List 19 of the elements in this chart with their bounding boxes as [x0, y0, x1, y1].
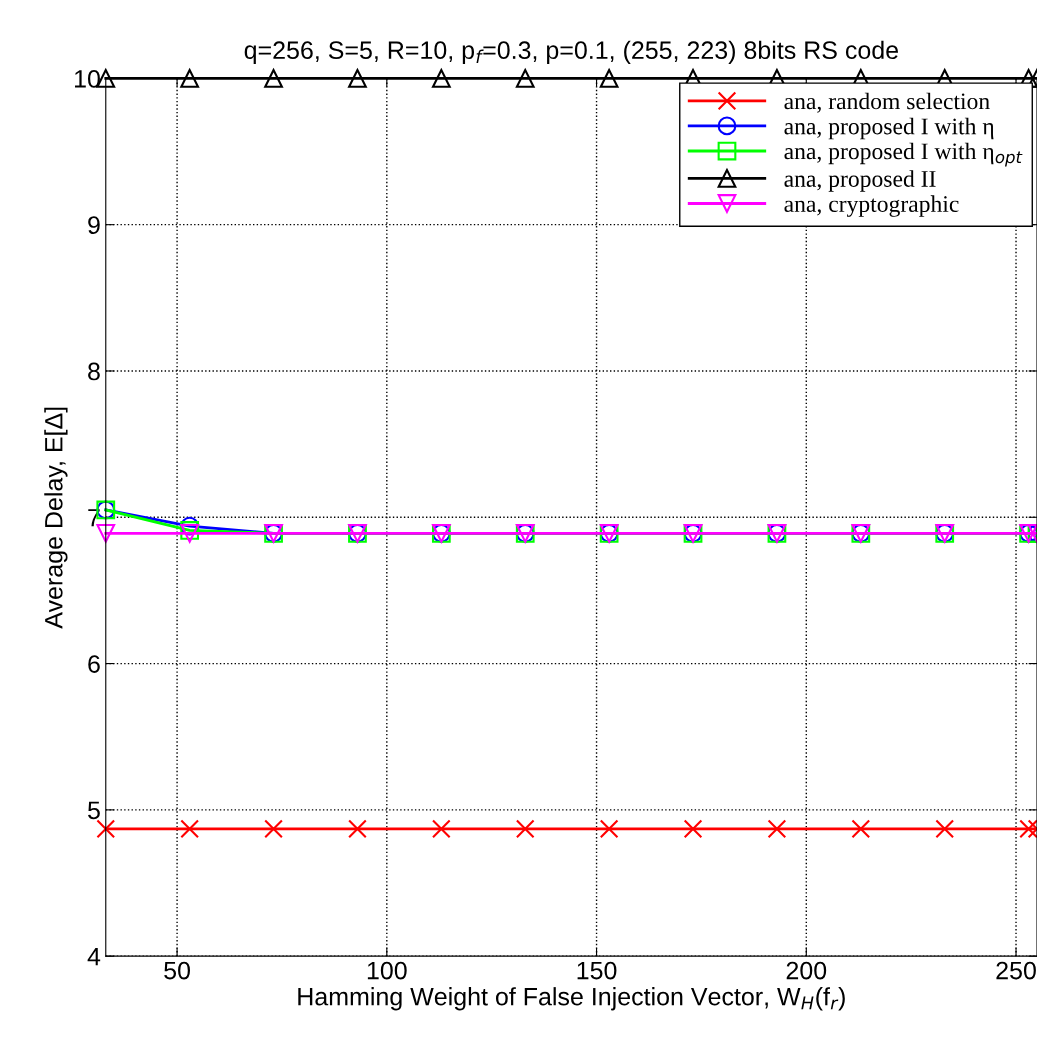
y-tick-label: 4 [87, 948, 101, 966]
y-tick-label: 10 [75, 69, 100, 88]
legend-label: ana, random selection [784, 92, 990, 113]
y-tick-label: 8 [88, 362, 100, 381]
legend-label: ana, cryptographic [784, 195, 959, 217]
x-axis-title: Hamming Weight of False Injection Vector, W$_{H}$(f$_{r}$) [298, 987, 845, 1011]
x-tick-label: 150 [577, 961, 617, 980]
x-tick-label: 50 [164, 961, 191, 980]
legend-label: ana, proposed II [784, 170, 936, 192]
x-tick-label: 200 [786, 961, 827, 980]
y-tick-label: 6 [88, 655, 100, 673]
y-tick-label: 9 [88, 216, 100, 234]
chart-title: q=256, S=5, R=10, p$_{f}$=0.3, p=0.1, (255, 223) 8bits RS code [244, 40, 898, 64]
legend-label: ana, proposed I with η$_{opt}$ [784, 142, 1023, 167]
legend-label: ana, proposed I with η [784, 117, 994, 140]
y-axis-title: Average Delay, E[Δ] [44, 407, 68, 629]
y-tick-label: 5 [88, 801, 100, 820]
x-tick-label: 250 [996, 961, 1036, 980]
x-tick-label: 100 [367, 961, 407, 980]
